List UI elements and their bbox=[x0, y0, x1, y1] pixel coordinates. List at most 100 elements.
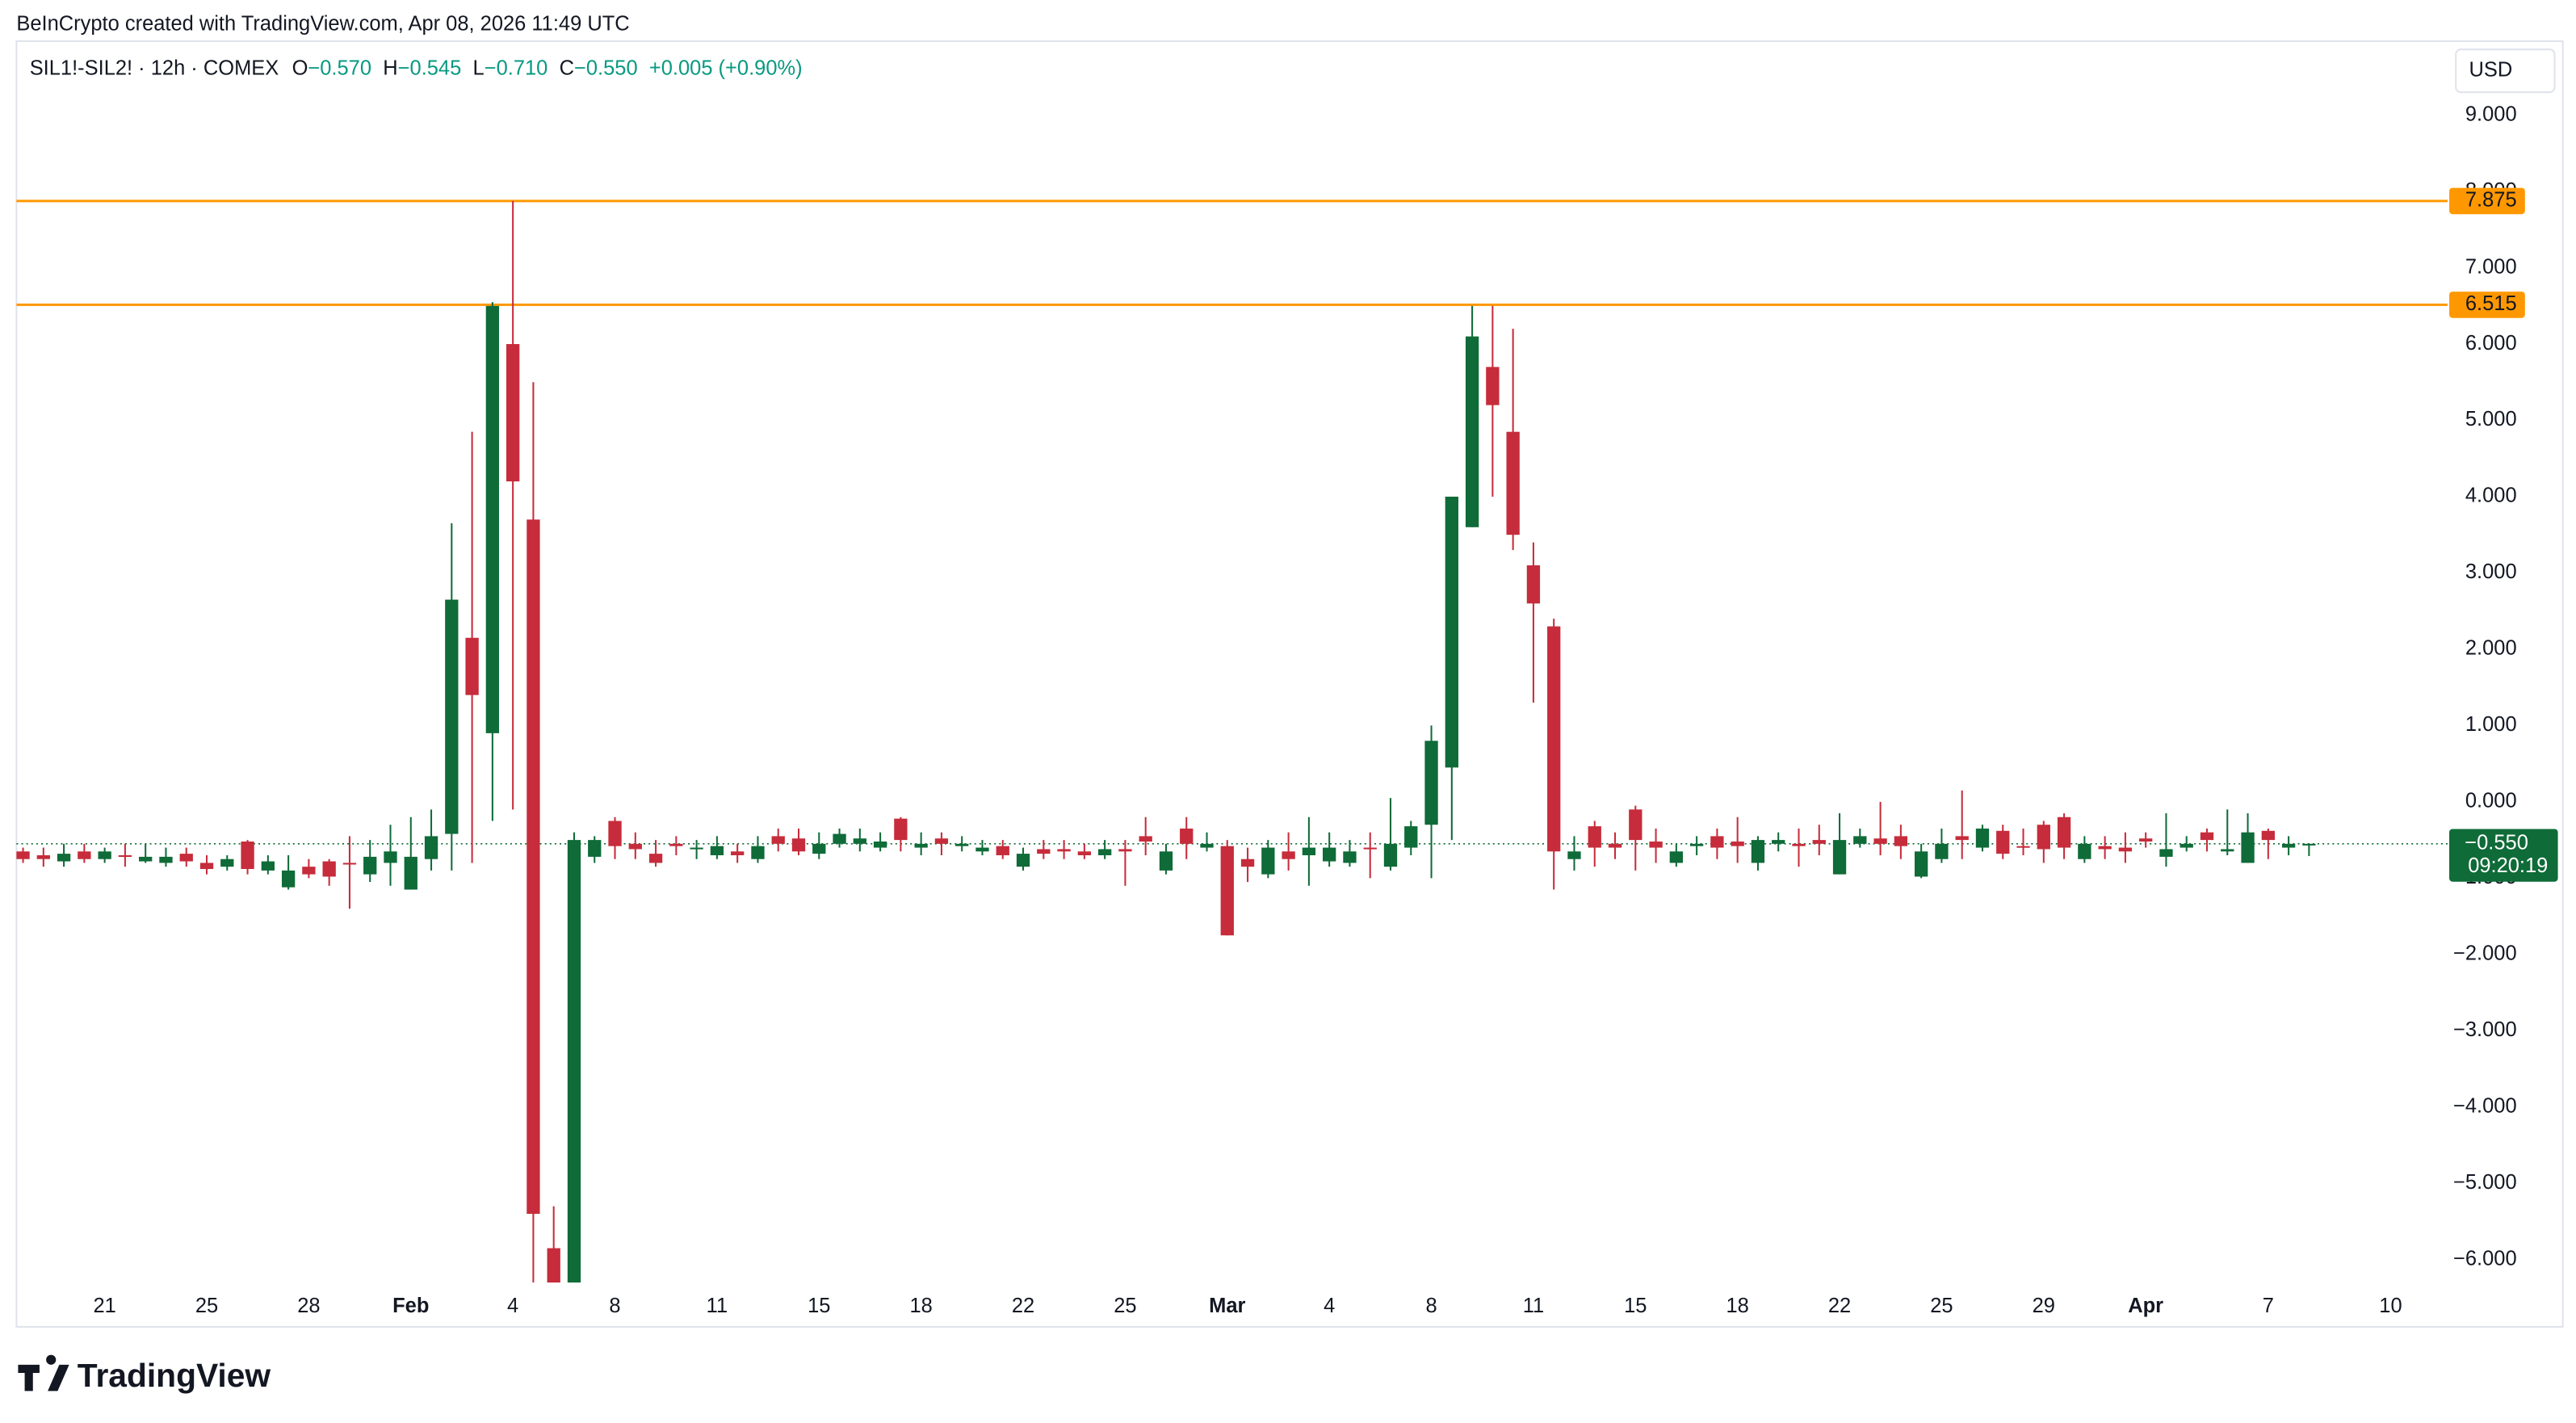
candle-body bbox=[1302, 847, 1316, 856]
candle-body bbox=[445, 599, 459, 834]
candle-body bbox=[465, 637, 479, 695]
candle-body bbox=[1077, 851, 1092, 856]
candle-body bbox=[1894, 836, 1908, 846]
candle-body bbox=[1689, 843, 1704, 846]
symbol-title: SIL1!-SIL2! · 12h · COMEX bbox=[30, 57, 279, 79]
x-tick-label: 4 bbox=[507, 1295, 518, 1317]
candle-body bbox=[1465, 336, 1479, 527]
legend-key: C bbox=[560, 57, 574, 79]
candle-body bbox=[2037, 825, 2050, 850]
legend-value: −0.545 bbox=[398, 57, 462, 79]
candle-body bbox=[2180, 843, 2193, 848]
candle-body bbox=[2241, 832, 2255, 863]
candle-body bbox=[506, 344, 520, 482]
candle-body bbox=[2016, 846, 2030, 848]
y-tick-label: −5.000 bbox=[2453, 1171, 2517, 1194]
y-tick-label: 7.000 bbox=[2465, 255, 2517, 278]
x-tick-label: 25 bbox=[1930, 1295, 1953, 1317]
candle-body bbox=[1873, 838, 1887, 844]
candle-body bbox=[669, 843, 683, 846]
candle-body bbox=[404, 856, 417, 890]
candle-body bbox=[1424, 741, 1438, 825]
y-tick-label: 4.000 bbox=[2465, 485, 2517, 507]
candle-body bbox=[1139, 836, 1152, 842]
candle-body bbox=[853, 838, 866, 844]
candle-body bbox=[1547, 626, 1561, 852]
candle-body bbox=[547, 1248, 560, 1283]
candle-body bbox=[934, 838, 949, 844]
candle-body bbox=[1383, 843, 1398, 867]
y-tick-label: 3.000 bbox=[2465, 560, 2517, 583]
candle-body bbox=[1261, 847, 1275, 875]
candle-body bbox=[1710, 836, 1724, 848]
x-tick-label: Apr bbox=[2128, 1295, 2163, 1317]
y-tick-label: 6.000 bbox=[2465, 332, 2517, 355]
x-tick-label: 28 bbox=[297, 1295, 320, 1317]
candle-body bbox=[628, 843, 642, 850]
y-tick-label: 5.000 bbox=[2465, 408, 2517, 430]
x-tick-label: 25 bbox=[195, 1295, 218, 1317]
candle-body bbox=[2159, 849, 2173, 857]
x-tick-label: 10 bbox=[2379, 1295, 2402, 1317]
candle-body bbox=[527, 519, 540, 1215]
candle-body bbox=[1772, 840, 1785, 844]
candle-body bbox=[2118, 847, 2133, 852]
candle-body bbox=[1975, 828, 1990, 848]
candle-body bbox=[1343, 851, 1357, 863]
candle-body bbox=[608, 821, 622, 846]
brand-name: TradingView bbox=[78, 1357, 271, 1394]
candle-body bbox=[690, 847, 703, 850]
countdown: 09:20:19 bbox=[2468, 854, 2548, 877]
x-tick-label: 11 bbox=[707, 1295, 728, 1317]
candle-body bbox=[16, 851, 30, 859]
y-tick-label: −6.000 bbox=[2453, 1247, 2517, 1270]
candle-body bbox=[996, 846, 1009, 856]
candle-body bbox=[1608, 843, 1622, 848]
x-tick-label: 18 bbox=[909, 1295, 932, 1317]
candle-body bbox=[751, 846, 765, 859]
candle-body bbox=[78, 851, 91, 859]
candle-body bbox=[2302, 843, 2316, 846]
x-tick-label: Feb bbox=[392, 1295, 429, 1317]
candle-body bbox=[1486, 367, 1500, 405]
candle-body bbox=[1097, 849, 1112, 856]
legend-key: H bbox=[383, 57, 397, 79]
candle-body bbox=[1955, 836, 1969, 841]
x-tick-label: 4 bbox=[1324, 1295, 1335, 1317]
symbol-legend: SIL1!-SIL2! · 12h · COMEX O−0.570 H−0.545 L… bbox=[30, 57, 803, 79]
candle-body bbox=[2200, 832, 2214, 841]
candle-body bbox=[873, 841, 887, 848]
currency-box[interactable] bbox=[2455, 48, 2556, 94]
currency[interactable]: USD bbox=[2469, 58, 2513, 81]
candle-body bbox=[220, 858, 234, 867]
candle-body bbox=[1567, 851, 1581, 859]
legend-key: L bbox=[473, 57, 485, 79]
x-tick-label: 8 bbox=[609, 1295, 620, 1317]
candle-body bbox=[1588, 826, 1601, 848]
candle-body bbox=[2139, 838, 2153, 842]
candle-body bbox=[57, 854, 71, 862]
candle-body bbox=[1935, 843, 1949, 859]
candle-body bbox=[2078, 843, 2091, 859]
candle-body bbox=[648, 854, 663, 863]
x-tick-label: 22 bbox=[1012, 1295, 1034, 1317]
candle-body bbox=[1853, 836, 1867, 844]
candle-body bbox=[1282, 851, 1295, 859]
candle-body bbox=[1996, 830, 2010, 854]
x-tick-label: 21 bbox=[93, 1295, 115, 1317]
candle-body bbox=[791, 838, 806, 852]
y-tick-label: 2.000 bbox=[2465, 637, 2517, 660]
candle-body bbox=[1629, 809, 1643, 841]
brand-icon bbox=[18, 1354, 69, 1392]
candle-body bbox=[281, 870, 296, 888]
candle-body bbox=[1751, 840, 1765, 863]
candle-body bbox=[424, 836, 438, 859]
candle-body bbox=[139, 856, 153, 862]
candle-body bbox=[914, 843, 928, 848]
candle-body bbox=[1669, 851, 1683, 863]
candle-body bbox=[1812, 840, 1826, 844]
last-price-bg bbox=[2449, 829, 2558, 882]
candle-body bbox=[159, 856, 173, 863]
candle-body bbox=[1159, 851, 1173, 871]
candle-body bbox=[322, 861, 336, 877]
